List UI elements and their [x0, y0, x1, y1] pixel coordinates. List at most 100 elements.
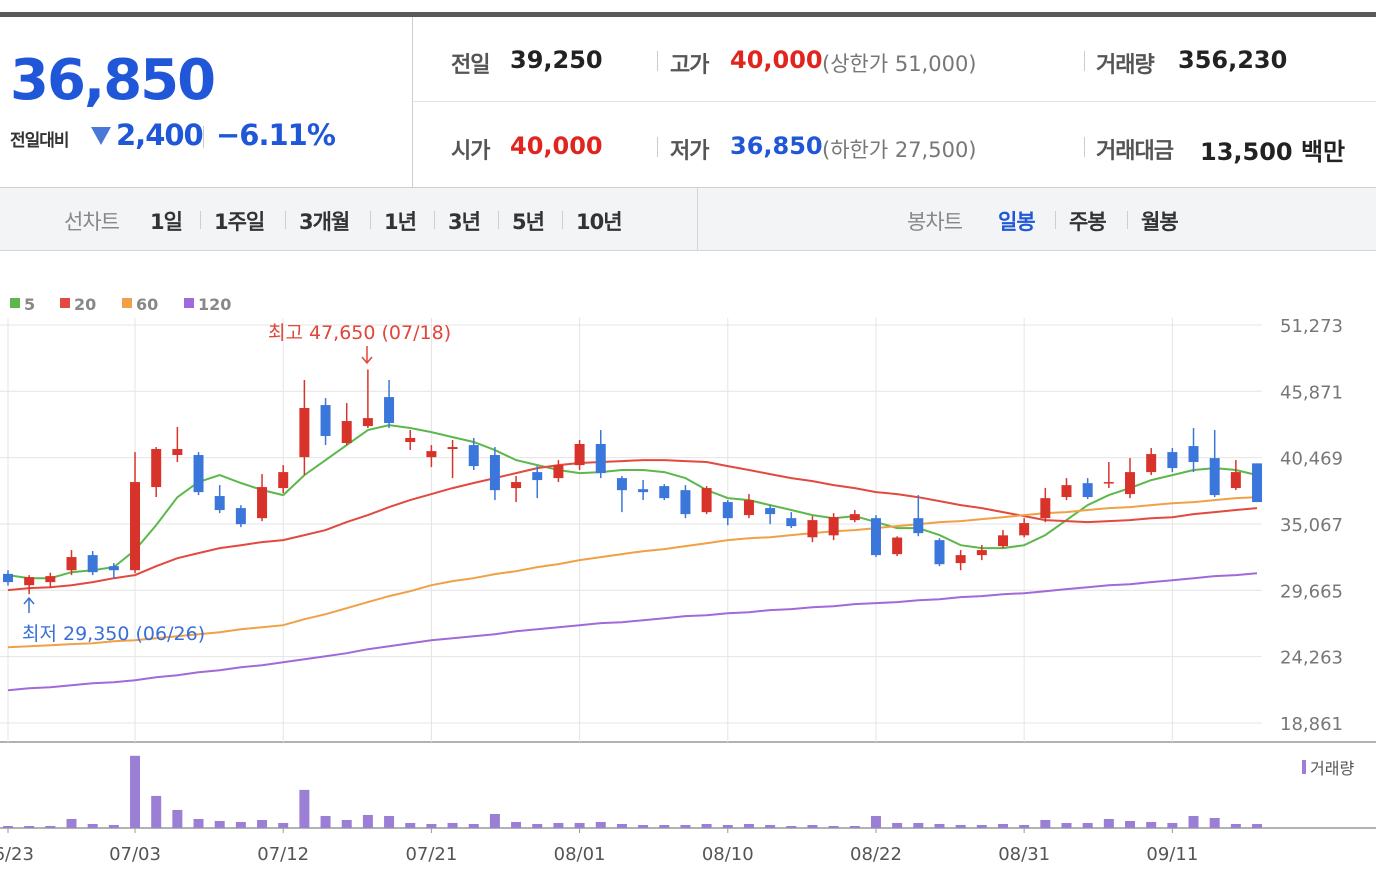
down-triangle	[91, 127, 111, 145]
tab[interactable]: 일봉	[998, 210, 1036, 234]
tab[interactable]: 월봉	[1141, 210, 1179, 234]
volume-bar	[1061, 822, 1072, 828]
volume-bar	[130, 755, 141, 828]
volume-bar	[701, 823, 712, 828]
summary-label: 시가	[451, 139, 490, 164]
candle-body	[934, 540, 945, 565]
volume-bar	[870, 815, 881, 828]
tab[interactable]: 주봉	[1069, 210, 1107, 234]
candle-body	[257, 487, 268, 519]
summary-label: 고가	[670, 53, 709, 78]
candle-body	[1082, 483, 1093, 498]
top-border	[0, 12, 1376, 17]
ma-line	[7, 572, 1258, 692]
low-arrow	[23, 596, 35, 613]
volume-bar	[934, 823, 945, 828]
change-rate: −6.11%	[216, 118, 336, 152]
candle-body	[680, 490, 691, 515]
volume-bar	[1125, 820, 1136, 828]
legend-label: 20	[74, 295, 96, 314]
x-tick-label: 08/22	[850, 844, 902, 865]
candle-body	[447, 447, 458, 450]
tab-separator	[1055, 211, 1056, 229]
volume-bar	[849, 825, 860, 828]
candle-body	[828, 517, 839, 536]
candle-body	[997, 535, 1008, 547]
candle-body	[1040, 498, 1051, 519]
volume-bar	[45, 825, 56, 828]
tab-separator	[562, 211, 563, 229]
candle-body	[1167, 452, 1178, 469]
volume-bar	[976, 824, 987, 828]
volume-bar	[913, 822, 924, 828]
tab[interactable]: 1일	[150, 210, 183, 234]
candle-body	[384, 397, 395, 423]
tab[interactable]: 3년	[448, 210, 481, 234]
tab[interactable]: 3개월	[299, 210, 350, 234]
volume-bar	[786, 825, 797, 828]
candle-body	[3, 573, 13, 583]
legend-label: 120	[198, 295, 231, 314]
x-tick-label: 08/01	[554, 844, 606, 865]
volume-bar	[468, 823, 479, 828]
tab[interactable]: 5년	[512, 210, 545, 234]
volume-bar	[743, 823, 754, 828]
row-divider	[413, 101, 1376, 102]
volume-bar	[1146, 821, 1157, 828]
volume-bar	[341, 819, 352, 828]
candle-body	[1252, 463, 1263, 503]
candle-body	[468, 445, 479, 467]
volume-bar	[680, 824, 691, 828]
summary-panel	[413, 17, 1376, 188]
summary-label: 전일	[451, 53, 490, 78]
separator	[1084, 51, 1085, 71]
candle-body	[1125, 472, 1136, 495]
volume-bar	[214, 820, 225, 828]
candle-body	[701, 488, 712, 513]
legend-swatch	[10, 298, 20, 308]
x-tick-label: 07/12	[257, 844, 309, 865]
volume-bar	[257, 819, 268, 828]
volume-bar	[997, 823, 1008, 828]
candle-body	[553, 465, 564, 479]
volume-bar	[892, 822, 903, 828]
tab-separator	[434, 211, 435, 229]
summary-value: 13,500 백만	[1200, 138, 1346, 166]
candle-body	[278, 472, 289, 489]
high-arrow	[361, 346, 373, 365]
candle-body	[108, 566, 119, 571]
candle-body	[151, 449, 162, 488]
tab[interactable]: 1주일	[214, 210, 265, 234]
x-tick-label: 07/21	[405, 844, 457, 865]
legend-label: 5	[24, 295, 35, 314]
change: 2,400	[116, 118, 204, 152]
tab[interactable]: 1년	[384, 210, 417, 234]
volume-bar	[447, 822, 458, 828]
volume-bar	[1103, 818, 1114, 828]
candle-body	[1019, 523, 1030, 536]
volume-bar	[405, 822, 416, 828]
y-tick-label: 18,861	[1280, 714, 1343, 735]
volume-bar	[595, 821, 606, 828]
candle-body	[320, 405, 331, 437]
x-tick-label: 06/23	[0, 844, 34, 865]
volume-bar	[616, 823, 627, 828]
volume-legend-swatch	[1302, 760, 1306, 774]
candle-body	[511, 482, 522, 489]
candle-body	[193, 455, 204, 493]
candle-body	[1061, 485, 1072, 498]
tab[interactable]: 10년	[576, 210, 623, 234]
y-tick-label: 24,263	[1280, 648, 1343, 669]
summary-label: 거래량	[1096, 53, 1155, 78]
volume-bar	[362, 814, 373, 828]
volume-bar	[1019, 824, 1030, 828]
volume-bar	[1040, 819, 1051, 828]
volume-bar	[1167, 822, 1178, 828]
candle-body	[743, 500, 754, 516]
volume-bar	[172, 809, 183, 828]
candle-body	[1103, 482, 1114, 484]
separator	[1084, 137, 1085, 157]
y-tick-label: 45,871	[1280, 382, 1343, 403]
candle-body	[913, 518, 924, 534]
candle-body	[87, 555, 98, 573]
